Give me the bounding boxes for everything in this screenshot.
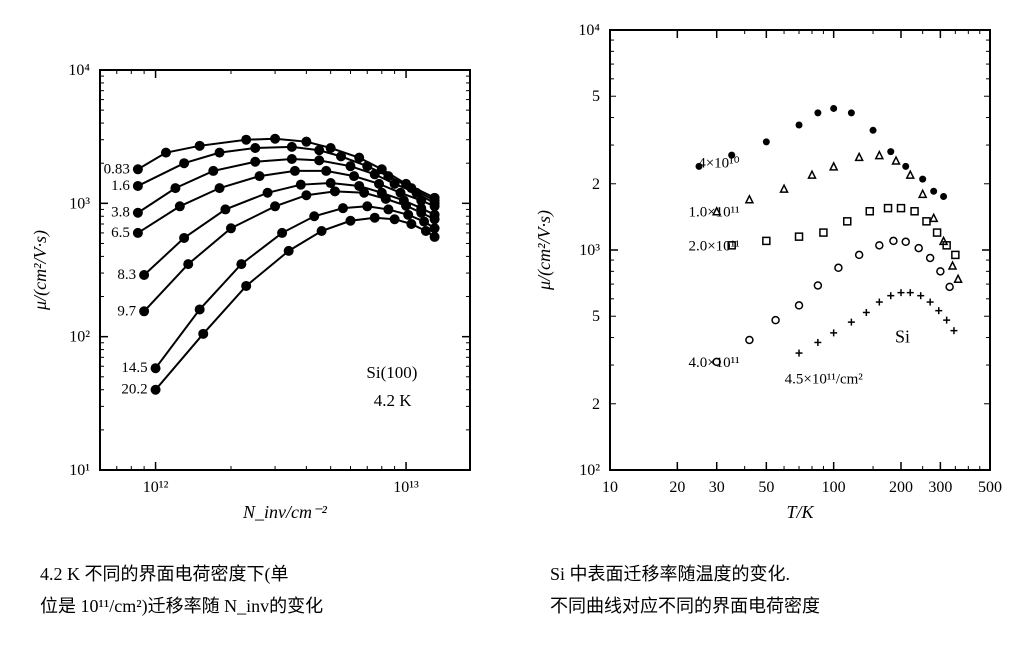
svg-text:500: 500 <box>978 479 1002 496</box>
svg-text:T/K: T/K <box>786 502 814 522</box>
svg-text:10¹²: 10¹² <box>143 479 169 496</box>
svg-text:2.0×10¹¹: 2.0×10¹¹ <box>688 238 739 254</box>
svg-text:10¹³: 10¹³ <box>393 479 419 496</box>
svg-text:5: 5 <box>592 308 600 325</box>
svg-text:10³: 10³ <box>69 195 90 212</box>
svg-text:9.7: 9.7 <box>117 303 136 319</box>
svg-text:4×10¹⁰: 4×10¹⁰ <box>698 155 739 171</box>
svg-text:1.6: 1.6 <box>111 178 130 194</box>
left-caption-line2: 位是 10¹¹/cm²)迁移率随 N_inv的变化 <box>40 590 500 622</box>
svg-text:10²: 10² <box>69 329 90 346</box>
left-chart: 10¹ 10² 10³ 10⁴ 10¹² 10¹³ μ/(cm²/V·s) N_inv/cm⁻… <box>20 10 490 540</box>
svg-text:20.2: 20.2 <box>121 382 147 398</box>
svg-text:N_inv/cm⁻²: N_inv/cm⁻² <box>242 502 327 522</box>
left-caption-line1: 4.2 K 不同的界面电荷密度下(单 <box>40 558 500 590</box>
svg-text:10⁴: 10⁴ <box>68 62 90 79</box>
svg-text:Si(100): Si(100) <box>366 363 417 382</box>
svg-text:3.8: 3.8 <box>111 205 130 221</box>
svg-text:10³: 10³ <box>579 242 600 259</box>
svg-text:Si: Si <box>895 326 910 346</box>
svg-text:4.2 K: 4.2 K <box>374 391 413 410</box>
svg-text:300: 300 <box>928 479 952 496</box>
svg-text:6.5: 6.5 <box>111 225 130 241</box>
svg-text:4.5×10¹¹/cm²: 4.5×10¹¹/cm² <box>785 372 864 388</box>
svg-text:10: 10 <box>602 479 618 496</box>
right-caption: Si 中表面迁移率随温度的变化. 不同曲线对应不同的界面电荷密度 <box>520 558 1010 623</box>
svg-text:4.0×10¹¹: 4.0×10¹¹ <box>688 355 739 371</box>
svg-text:8.3: 8.3 <box>117 267 136 283</box>
left-caption: 4.2 K 不同的界面电荷密度下(单 位是 10¹¹/cm²)迁移率随 N_in… <box>10 558 500 623</box>
svg-text:200: 200 <box>889 479 913 496</box>
svg-text:10⁴: 10⁴ <box>578 22 600 39</box>
svg-text:2: 2 <box>592 396 600 413</box>
svg-text:20: 20 <box>669 479 685 496</box>
right-caption-line2: 不同曲线对应不同的界面电荷密度 <box>550 590 1010 622</box>
right-chart: 10² 10³ 10⁴ 2 5 2 5 10 20 30 50 100 200 300 500 μ/(cm²/… <box>520 10 1010 540</box>
svg-text:2: 2 <box>592 176 600 193</box>
right-caption-line1: Si 中表面迁移率随温度的变化. <box>550 558 1010 590</box>
svg-text:100: 100 <box>822 479 846 496</box>
svg-text:1.0×10¹¹: 1.0×10¹¹ <box>688 204 739 220</box>
svg-text:μ/(cm²/V·s): μ/(cm²/V·s) <box>30 230 51 311</box>
svg-text:30: 30 <box>709 479 725 496</box>
svg-text:0.83: 0.83 <box>104 161 130 177</box>
svg-text:10²: 10² <box>579 462 600 479</box>
svg-text:10¹: 10¹ <box>69 462 90 479</box>
svg-text:50: 50 <box>758 479 774 496</box>
svg-text:5: 5 <box>592 88 600 105</box>
svg-text:14.5: 14.5 <box>121 360 147 376</box>
svg-text:μ/(cm²/V·s): μ/(cm²/V·s) <box>534 210 555 291</box>
